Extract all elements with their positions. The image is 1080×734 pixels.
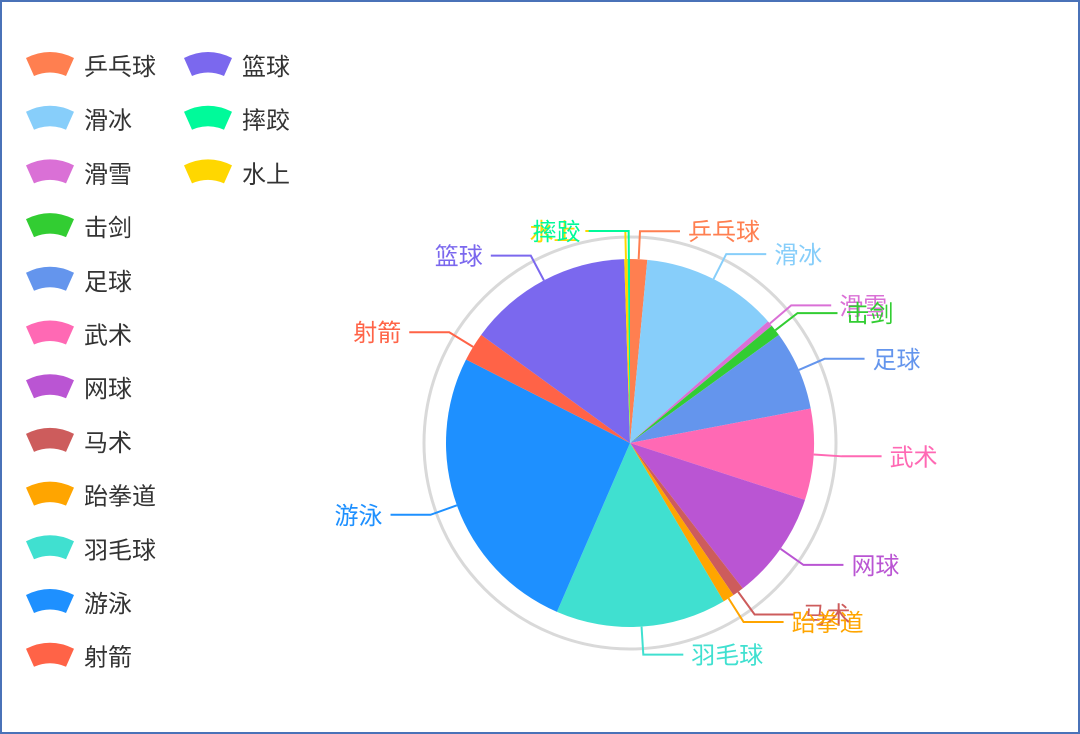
legend-fan-icon — [26, 535, 74, 560]
legend-item[interactable]: 摔跤 — [184, 105, 290, 135]
slice-9-label: 羽毛球 — [691, 642, 763, 670]
legend-item[interactable]: 乒乓球 — [26, 52, 156, 81]
slice-1-leader-line — [712, 253, 767, 280]
slice-2[interactable] — [630, 321, 772, 443]
slice-5-leader-line — [813, 453, 882, 458]
legend-label: 水上 — [242, 160, 290, 188]
slice-11-label: 射箭 — [353, 319, 401, 347]
slice-3-leader-line — [774, 312, 838, 332]
legend-label: 武术 — [84, 322, 132, 350]
legend-label: 游泳 — [84, 590, 132, 618]
legend-fan-icon — [26, 266, 74, 291]
slice-4-label: 足球 — [873, 346, 921, 374]
legend-fan-icon — [26, 320, 74, 345]
legend-fan-icon — [26, 213, 74, 238]
slice-1-label: 滑冰 — [774, 241, 822, 269]
legend-label: 射箭 — [84, 644, 132, 672]
slice-10-leader-line — [390, 504, 458, 516]
slice-11-leader-line — [409, 331, 474, 348]
legend-fan-icon — [184, 52, 232, 76]
legend-item[interactable]: 击剑 — [26, 213, 132, 242]
slice-12-label: 篮球 — [435, 243, 483, 271]
legend-item[interactable]: 篮球 — [184, 52, 290, 81]
slice-2-leader-line — [769, 304, 832, 325]
slice-5[interactable] — [630, 408, 814, 500]
slice-8[interactable] — [630, 443, 734, 602]
slice-0-leader-line — [637, 230, 680, 260]
legend-fan-icon — [26, 427, 74, 452]
legend-item[interactable]: 羽毛球 — [26, 535, 156, 564]
slice-13-leader-line — [585, 230, 627, 260]
slice-3-label: 击剑 — [846, 300, 894, 328]
slice-6-leader-line — [779, 547, 844, 566]
slice-6-label: 网球 — [851, 552, 899, 580]
legend-label: 跆拳道 — [84, 483, 156, 511]
legend-label: 滑雪 — [84, 160, 132, 188]
legend-item[interactable]: 游泳 — [26, 589, 132, 618]
slice-12[interactable] — [481, 259, 630, 443]
slice-13[interactable] — [624, 259, 630, 443]
legend-fan-icon — [184, 105, 232, 130]
legend-fan-icon — [184, 159, 232, 184]
slice-0-label: 乒乓球 — [688, 218, 760, 246]
slice-9[interactable] — [556, 443, 724, 627]
legend-label: 足球 — [84, 268, 132, 296]
pie-outer-ring — [422, 235, 838, 651]
slice-5-label: 武术 — [890, 443, 938, 471]
pie-slices — [446, 259, 814, 627]
legend-item[interactable]: 滑冰 — [26, 105, 132, 135]
slice-9-leader-line — [640, 626, 684, 656]
legend-item[interactable]: 足球 — [26, 266, 132, 296]
legend-item[interactable]: 滑雪 — [26, 159, 132, 188]
slice-7-leader-line — [737, 591, 795, 616]
legend-fan-icon — [26, 589, 74, 613]
slice-12-leader-line — [490, 254, 545, 281]
legend-label: 摔跤 — [242, 107, 290, 135]
slice-6[interactable] — [630, 443, 805, 589]
slice-10[interactable] — [446, 359, 630, 612]
legend-fan-icon — [26, 374, 74, 399]
slice-2-label: 滑雪 — [839, 292, 887, 320]
slice-4[interactable] — [630, 334, 811, 443]
legend-fan-icon — [26, 481, 74, 506]
legend-label: 击剑 — [84, 214, 132, 242]
legend-fan-icon — [26, 105, 74, 130]
slice-3[interactable] — [630, 325, 779, 443]
legend-label: 滑冰 — [84, 107, 132, 135]
slice-1[interactable] — [630, 259, 769, 443]
legend-item[interactable]: 武术 — [26, 320, 132, 350]
legend-fan-icon — [26, 642, 74, 667]
legend-item[interactable]: 水上 — [184, 159, 290, 188]
slice-11[interactable] — [466, 334, 630, 443]
slice-8-label: 跆拳道 — [792, 609, 864, 637]
slice-7[interactable] — [630, 443, 743, 596]
legend-label: 乒乓球 — [84, 53, 156, 81]
legend-item[interactable]: 马术 — [26, 427, 132, 457]
legend-item[interactable]: 网球 — [26, 374, 132, 403]
slice-7-label: 马术 — [803, 602, 851, 630]
legend-label: 网球 — [84, 375, 132, 403]
slice-8-leader-line — [727, 597, 784, 623]
legend-fan-icon — [26, 159, 74, 184]
slice-0[interactable] — [630, 259, 648, 443]
slice-14[interactable] — [627, 259, 630, 443]
slice-14-leader-line — [588, 230, 630, 260]
legend-item[interactable]: 跆拳道 — [26, 481, 156, 511]
slice-10-label: 游泳 — [335, 502, 383, 530]
legend-fan-icon — [26, 52, 74, 76]
legend-item[interactable]: 射箭 — [26, 642, 132, 672]
legend-label: 篮球 — [242, 53, 290, 81]
legend-label: 羽毛球 — [84, 536, 156, 564]
legend-label: 马术 — [84, 429, 132, 457]
slice-13-label: 水上 — [529, 218, 577, 246]
slice-14-label: 摔跤 — [533, 218, 581, 246]
slice-4-leader-line — [798, 357, 865, 371]
